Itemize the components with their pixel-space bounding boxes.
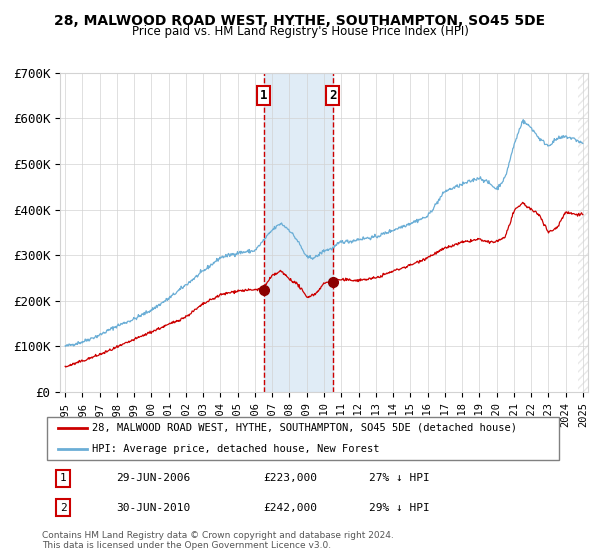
- Text: HPI: Average price, detached house, New Forest: HPI: Average price, detached house, New …: [92, 444, 380, 454]
- Text: 1: 1: [260, 88, 267, 102]
- Text: 28, MALWOOD ROAD WEST, HYTHE, SOUTHAMPTON, SO45 5DE (detached house): 28, MALWOOD ROAD WEST, HYTHE, SOUTHAMPTO…: [92, 423, 517, 433]
- Text: £223,000: £223,000: [264, 473, 318, 483]
- Bar: [263, 73, 332, 392]
- Text: 1: 1: [60, 473, 67, 483]
- Text: 28, MALWOOD ROAD WEST, HYTHE, SOUTHAMPTON, SO45 5DE: 28, MALWOOD ROAD WEST, HYTHE, SOUTHAMPTO…: [55, 14, 545, 28]
- Text: 2: 2: [329, 88, 337, 102]
- FancyBboxPatch shape: [47, 417, 559, 460]
- Text: Price paid vs. HM Land Registry's House Price Index (HPI): Price paid vs. HM Land Registry's House …: [131, 25, 469, 38]
- Text: 29% ↓ HPI: 29% ↓ HPI: [370, 503, 430, 513]
- Text: 2: 2: [60, 503, 67, 513]
- Text: Contains HM Land Registry data © Crown copyright and database right 2024.
This d: Contains HM Land Registry data © Crown c…: [42, 530, 394, 550]
- Text: 30-JUN-2010: 30-JUN-2010: [116, 503, 190, 513]
- Text: 29-JUN-2006: 29-JUN-2006: [116, 473, 190, 483]
- Text: 27% ↓ HPI: 27% ↓ HPI: [370, 473, 430, 483]
- Text: £242,000: £242,000: [264, 503, 318, 513]
